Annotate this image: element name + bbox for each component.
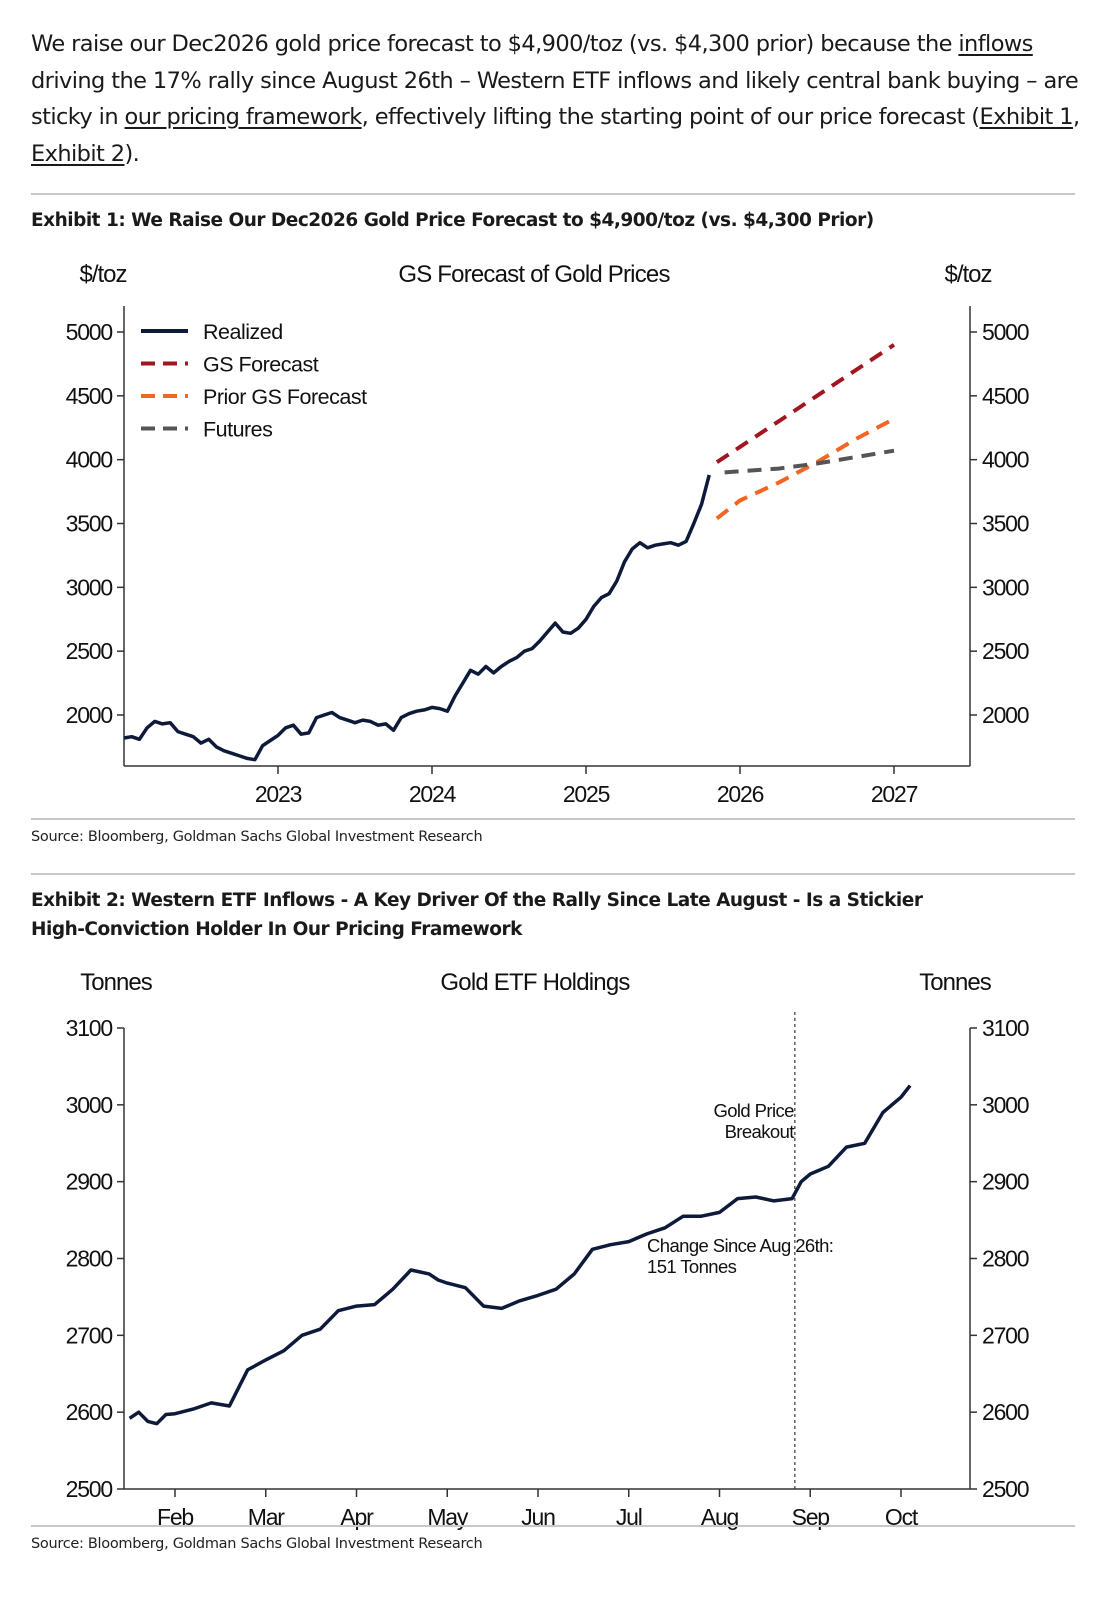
series-line-gs-forecast	[715, 343, 896, 464]
series-line-etf-holdings	[128, 1084, 912, 1426]
intro-text: We raise our Dec2026 gold price forecast…	[31, 31, 959, 57]
series-line-futures	[724, 448, 895, 475]
legend-label: Realized	[203, 320, 283, 344]
annotation-change-line2: 151 Tonnes	[647, 1256, 737, 1277]
exhibit2-title-line1: Exhibit 2: Western ETF Inflows - A Key D…	[31, 890, 923, 911]
divider	[31, 873, 1075, 875]
intro-link[interactable]: Exhibit 1	[979, 104, 1074, 130]
y-tick-label-left: 5000	[66, 319, 113, 345]
y-tick-label-right: 2500	[982, 1476, 1029, 1502]
x-tick-label: 2026	[717, 781, 764, 807]
exhibit2-title-line2: High-Conviction Holder In Our Pricing Fr…	[31, 919, 522, 940]
y-tick-label-left: 3100	[66, 1015, 113, 1041]
y-tick-label-left: 3000	[66, 574, 113, 600]
y-tick-label-right: 2000	[982, 702, 1029, 728]
y-tick-label-left: 2500	[66, 638, 113, 664]
annotation-breakout-line2: Breakout	[725, 1121, 795, 1142]
y-axis-label-right: $/toz	[944, 261, 991, 288]
y-tick-label-left: 2900	[66, 1169, 113, 1195]
chart-title: Gold ETF Holdings	[440, 969, 630, 996]
annotation-breakout-line1: Gold Price	[713, 1100, 794, 1121]
y-tick-label-left: 3500	[66, 511, 113, 537]
intro-link[interactable]: Exhibit 2	[31, 140, 125, 167]
divider	[31, 818, 1075, 820]
intro-text: , effectively lifting the starting point…	[361, 104, 980, 130]
x-tick-label: 2023	[255, 781, 302, 807]
legend-label: Futures	[203, 418, 272, 442]
chart-gold-price-forecast: GS Forecast of Gold Prices $/toz $/toz 2000…	[66, 261, 1030, 807]
intro-text: driving the 17% rally since August 26th …	[31, 67, 1079, 131]
intro-link[interactable]: our pricing framework	[124, 104, 363, 130]
annotation-change-line1: Change Since Aug 26th:	[647, 1235, 833, 1256]
y-tick-label-right: 5000	[982, 319, 1029, 345]
x-tick-label: 2027	[871, 781, 918, 807]
y-tick-label-right: 2500	[982, 638, 1029, 664]
y-axis-label-right: Tonnes	[919, 969, 991, 996]
y-tick-label-right: 2900	[982, 1169, 1029, 1195]
y-tick-label-right: 2600	[982, 1399, 1029, 1425]
y-tick-label-right: 4000	[982, 447, 1029, 473]
y-axis-label-left: $/toz	[79, 261, 126, 288]
y-tick-label-left: 2600	[66, 1399, 113, 1425]
y-tick-label-right: 3000	[982, 574, 1029, 600]
legend-label: GS Forecast	[203, 353, 319, 377]
y-tick-label-left: 3000	[66, 1092, 113, 1118]
series-line-prior-gs-forecast	[715, 417, 895, 520]
y-tick-label-right: 3000	[982, 1092, 1029, 1118]
y-tick-label-right: 3100	[982, 1015, 1029, 1041]
y-tick-label-right: 2700	[982, 1322, 1029, 1348]
intro-paragraph: We raise our Dec2026 gold price forecast…	[31, 26, 1081, 172]
y-tick-label-left: 2800	[66, 1246, 113, 1272]
y-tick-label-left: 4500	[66, 383, 113, 409]
chart-title: GS Forecast of Gold Prices	[398, 261, 670, 288]
exhibit2-title: Exhibit 2: Western ETF Inflows - A Key D…	[31, 886, 1071, 944]
exhibit2-source: Source: Bloomberg, Goldman Sachs Global …	[31, 1536, 483, 1552]
y-tick-label-left: 2000	[66, 702, 113, 728]
y-tick-label-right: 2800	[982, 1246, 1029, 1272]
y-tick-label-left: 4000	[66, 447, 113, 473]
y-tick-label-right: 3500	[982, 511, 1029, 537]
y-axis-label-left: Tonnes	[80, 969, 152, 996]
series-line-realized	[123, 474, 711, 762]
y-tick-label-left: 2500	[66, 1476, 113, 1502]
exhibit1-title: Exhibit 1: We Raise Our Dec2026 Gold Pri…	[31, 210, 874, 231]
intro-text: ,	[1072, 104, 1080, 130]
x-tick-label: 2025	[563, 781, 610, 807]
intro-text: ).	[124, 140, 140, 167]
divider	[31, 193, 1075, 195]
x-tick-label: 2024	[409, 781, 457, 807]
y-tick-label-right: 4500	[982, 383, 1029, 409]
y-tick-label-left: 2700	[66, 1322, 113, 1348]
legend-label: Prior GS Forecast	[203, 385, 367, 409]
intro-link[interactable]: inflows	[958, 31, 1033, 57]
divider	[31, 1525, 1075, 1527]
exhibit1-source: Source: Bloomberg, Goldman Sachs Global …	[31, 829, 483, 845]
